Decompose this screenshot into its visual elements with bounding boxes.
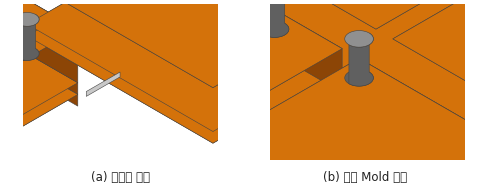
Polygon shape <box>232 0 401 3</box>
Polygon shape <box>368 0 490 99</box>
Polygon shape <box>15 47 39 60</box>
Polygon shape <box>207 0 490 29</box>
Polygon shape <box>19 14 39 60</box>
Polygon shape <box>232 0 401 3</box>
Polygon shape <box>173 0 342 92</box>
Polygon shape <box>0 0 78 188</box>
Polygon shape <box>15 12 39 26</box>
Polygon shape <box>0 0 78 106</box>
Polygon shape <box>4 0 342 146</box>
Polygon shape <box>0 0 78 188</box>
Polygon shape <box>393 0 490 136</box>
Polygon shape <box>265 0 289 37</box>
Polygon shape <box>86 72 120 96</box>
Polygon shape <box>0 0 78 83</box>
Polygon shape <box>349 33 373 86</box>
Polygon shape <box>4 0 342 146</box>
Polygon shape <box>0 0 78 136</box>
Polygon shape <box>345 31 373 47</box>
Polygon shape <box>176 70 204 86</box>
Polygon shape <box>0 0 78 136</box>
Polygon shape <box>190 58 490 188</box>
Polygon shape <box>27 0 382 132</box>
Polygon shape <box>368 0 490 111</box>
Polygon shape <box>359 58 490 188</box>
Polygon shape <box>180 18 204 86</box>
Polygon shape <box>0 0 78 188</box>
Text: (b) 입점 Mold 가열: (b) 입점 Mold 가열 <box>323 171 407 184</box>
Polygon shape <box>0 0 78 188</box>
Polygon shape <box>196 0 382 57</box>
Text: (a) 대각선 가열: (a) 대각선 가열 <box>91 171 149 184</box>
Polygon shape <box>393 0 490 136</box>
Polygon shape <box>207 0 490 29</box>
Polygon shape <box>27 0 382 143</box>
Polygon shape <box>345 70 373 86</box>
Polygon shape <box>196 0 382 34</box>
Polygon shape <box>27 0 382 88</box>
Polygon shape <box>27 0 382 132</box>
Polygon shape <box>260 21 289 37</box>
Polygon shape <box>27 0 382 88</box>
Polygon shape <box>27 0 382 143</box>
Polygon shape <box>0 0 78 94</box>
Polygon shape <box>176 16 204 33</box>
Polygon shape <box>196 0 382 46</box>
Polygon shape <box>190 58 490 188</box>
